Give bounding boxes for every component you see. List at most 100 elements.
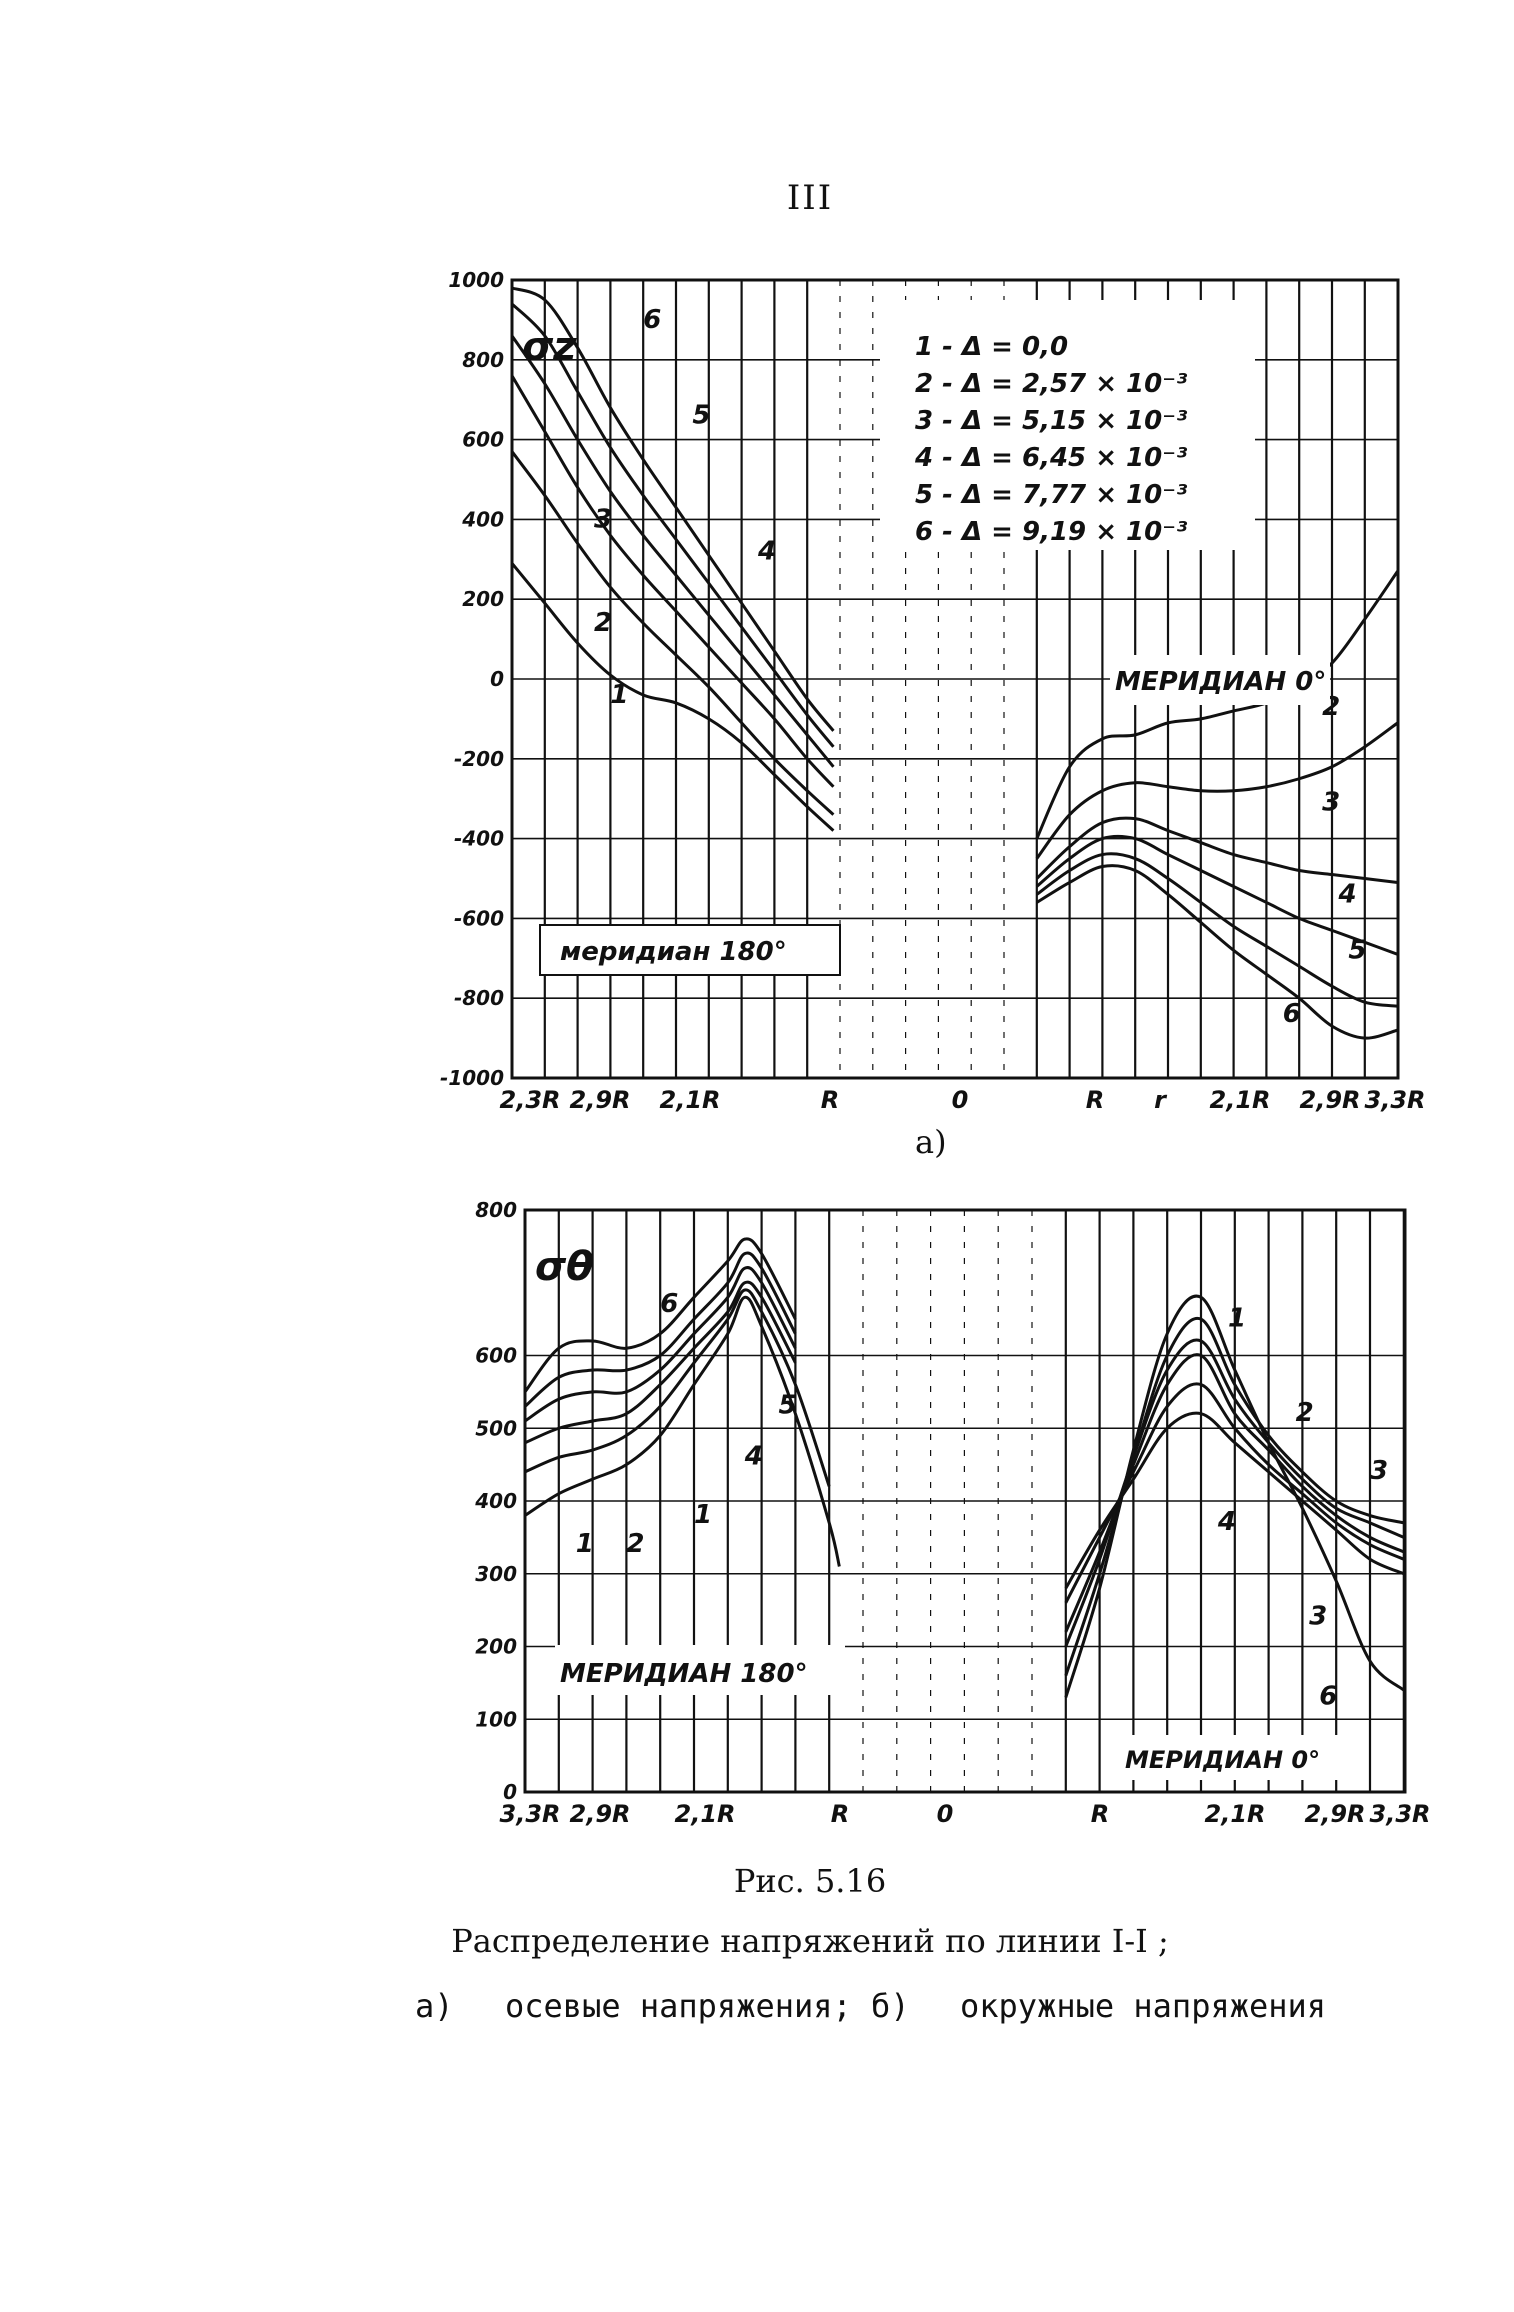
panel-label-a: а) <box>915 1123 947 1161</box>
series-line-left-2 <box>524 1288 831 1487</box>
series-line-right-3 <box>1035 816 1398 884</box>
meridian-box <box>539 924 841 976</box>
y-tick-label: 600 <box>462 428 504 452</box>
curve-label: 6 <box>643 305 661 335</box>
y-axis-label: σθ <box>535 1244 594 1290</box>
x-tick-label: 3,3R <box>1365 1086 1426 1114</box>
legend-entry-3: 3 - Δ = 5,15 × 10⁻³ <box>915 406 1188 436</box>
series-line-right-4 <box>1064 1338 1405 1648</box>
meridian-box <box>555 1645 845 1695</box>
y-tick-label: 600 <box>475 1344 517 1368</box>
curve-label: 4 <box>1338 879 1357 909</box>
x-tick-label: 2,1R <box>1210 1086 1271 1114</box>
series-line-right-5 <box>1064 1316 1405 1677</box>
series-line-left-4 <box>510 335 835 768</box>
series-line-left-6 <box>523 1237 797 1393</box>
curve-label: 6 <box>660 1289 678 1319</box>
y-tick-label: 0 <box>503 1780 517 1804</box>
legend-background <box>880 300 1255 550</box>
x-tick-label: r <box>1154 1086 1168 1114</box>
legend: 1 - Δ = 0,0 2 - Δ = 2,57 × 10⁻³ 3 - Δ = 5,… <box>880 300 1255 550</box>
x-tick-label: 3,3R <box>1370 1800 1431 1828</box>
x-tick-label: 2,9R <box>1300 1086 1361 1114</box>
legend-entry-2: 2 - Δ = 2,57 × 10⁻³ <box>915 369 1188 399</box>
series-line-right-5 <box>1035 852 1398 1008</box>
curve-label: 4 <box>757 536 776 566</box>
curve-label: 6 <box>1319 1682 1337 1712</box>
legend-entry-4: 4 - Δ = 6,45 × 10⁻³ <box>914 443 1188 473</box>
y-tick-label: 500 <box>475 1416 517 1440</box>
legend-entry-5: 5 - Δ = 7,77 × 10⁻³ <box>915 480 1188 510</box>
curve-label: 5 <box>1348 935 1366 965</box>
y-tick-label: 1000 <box>448 268 504 292</box>
x-tick-label: 2,9R <box>1305 1800 1366 1828</box>
x-tick-label: 0 <box>952 1086 969 1114</box>
y-tick-label: 800 <box>475 1198 517 1222</box>
curve-label: 3 <box>594 504 612 534</box>
curve-label: 2 <box>1296 1398 1314 1428</box>
y-tick-label: -400 <box>454 827 504 851</box>
legend-entry-6: 6 - Δ = 9,19 × 10⁻³ <box>915 517 1188 547</box>
y-tick-label: 400 <box>461 507 504 531</box>
x-tick-label: 2,1R <box>660 1086 721 1114</box>
curve-label: 1 <box>576 1529 594 1559</box>
y-tick-label: 800 <box>462 348 504 372</box>
meridian-label-right: МЕРИДИАН 0° <box>1110 655 1330 705</box>
curve-label: 5 <box>779 1391 797 1421</box>
series-line-left-2 <box>510 450 835 816</box>
chart-axial-stress: 10008006004002000-200-400-600-800-10002,… <box>440 268 1426 1114</box>
curve-label: 4 <box>1217 1507 1236 1537</box>
meridian-label-left: МЕРИДИАН 180° <box>555 1645 845 1695</box>
series-line-right-6 <box>1064 1294 1405 1698</box>
x-tick-label: 2,9R <box>570 1086 631 1114</box>
meridian-label-left: меридиан 180° <box>539 924 841 976</box>
series-line-left-6 <box>511 286 835 732</box>
meridian-label-right: МЕРИДИАН 0° <box>1120 1735 1350 1780</box>
x-tick-label: 2,3R <box>500 1086 561 1114</box>
series-line-left-5 <box>524 1251 797 1408</box>
x-tick-label: 3,3R <box>500 1800 561 1828</box>
x-tick-label: R <box>821 1086 839 1114</box>
series-line-left-1 <box>510 562 835 832</box>
legend-entry-1: 1 - Δ = 0,0 <box>915 332 1068 362</box>
curve-label: 1 <box>610 680 628 710</box>
series-line-left-4 <box>524 1266 797 1423</box>
curve-label: 1 <box>1228 1303 1246 1333</box>
series-line-left-5 <box>510 302 835 748</box>
curve-label: 6 <box>1283 999 1301 1029</box>
curve-label: 2 <box>594 608 612 638</box>
caption-part-b-text: окружные напряжения <box>960 1987 1327 2025</box>
series-line-left-3 <box>524 1280 797 1445</box>
figure-title: Распределение напряжений по линии I-I ; <box>451 1922 1169 1960</box>
y-tick-label: 200 <box>475 1635 517 1659</box>
meridian-text: МЕРИДИАН 0° <box>1125 1746 1320 1774</box>
curve-label: 3 <box>1309 1602 1327 1632</box>
curve-label: 3 <box>1370 1456 1388 1486</box>
caption-part-a-text: осевые напряжения; б) <box>505 1987 910 2025</box>
y-tick-label: 400 <box>474 1489 517 1513</box>
x-tick-label: R <box>831 1800 849 1828</box>
series-line-left-1 <box>524 1295 841 1567</box>
y-tick-label: 300 <box>475 1562 517 1586</box>
y-tick-label: 0 <box>490 667 504 691</box>
x-tick-label: 0 <box>937 1800 954 1828</box>
curve-label: 2 <box>626 1529 644 1559</box>
meridian-text: МЕРИДИАН 180° <box>560 1659 808 1689</box>
meridian-box <box>1110 655 1330 705</box>
series-line-right-2 <box>1035 721 1399 860</box>
y-tick-label: -600 <box>454 906 504 930</box>
series-line-left-3 <box>510 375 835 788</box>
y-tick-label: -800 <box>454 986 504 1010</box>
caption-part-a-prefix: а) <box>415 1987 454 2025</box>
y-tick-label: -200 <box>454 747 504 771</box>
curve-label: 3 <box>1322 788 1340 818</box>
y-tick-label: 200 <box>462 587 504 611</box>
x-tick-label: 2,9R <box>570 1800 631 1828</box>
x-tick-label: 2,1R <box>675 1800 736 1828</box>
x-tick-label: R <box>1091 1800 1109 1828</box>
y-tick-label: -1000 <box>440 1066 504 1090</box>
series-line-right-1 <box>1035 570 1399 840</box>
series-line-right-4 <box>1035 834 1399 956</box>
page-number: III <box>786 178 834 218</box>
series-line-right-6 <box>1036 864 1399 1040</box>
